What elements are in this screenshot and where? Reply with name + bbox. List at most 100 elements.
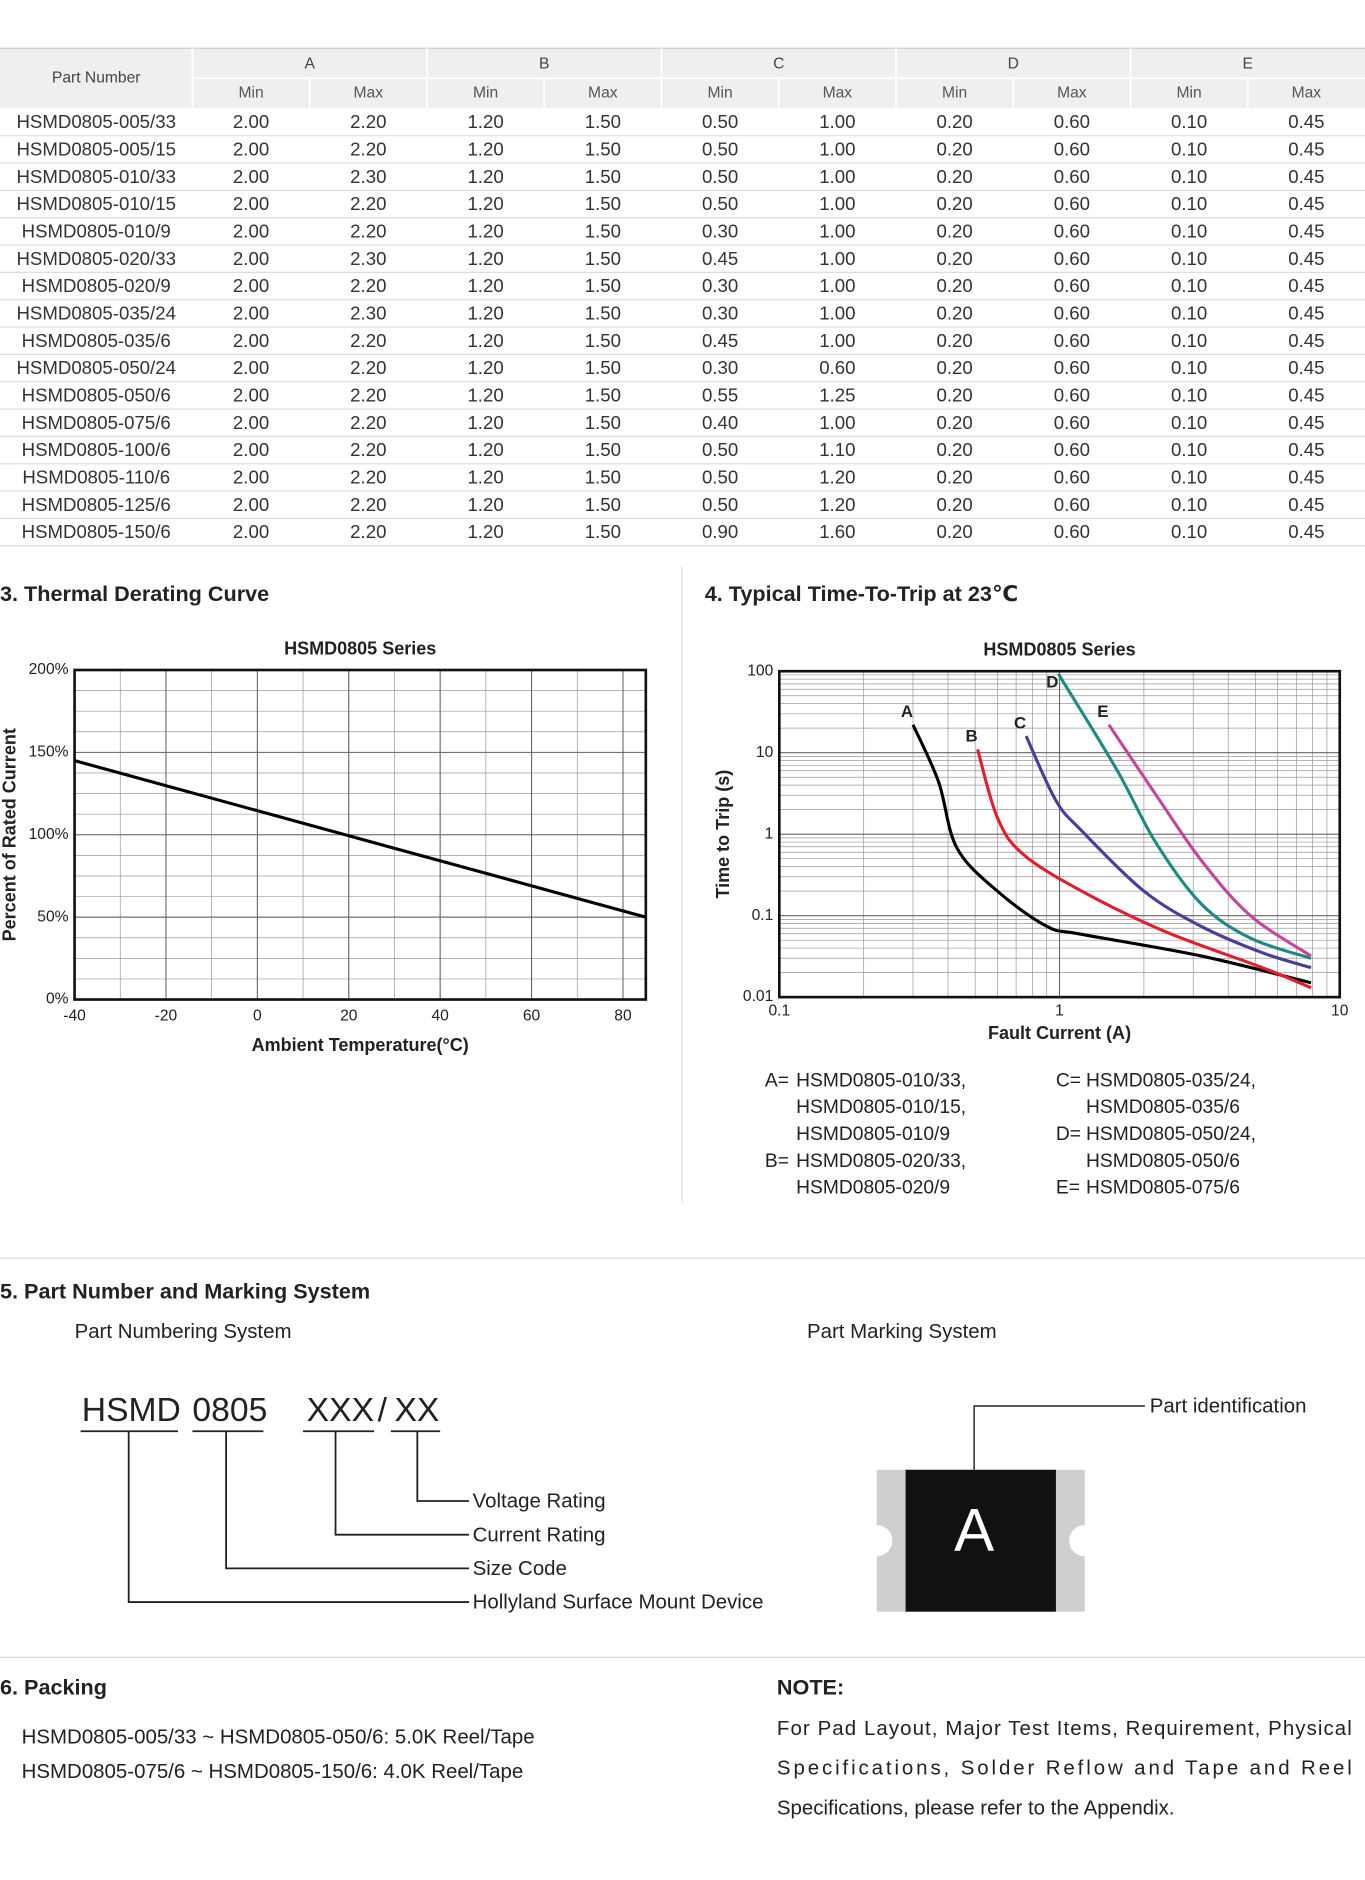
trip-curve	[1107, 723, 1312, 958]
y-axis-label: Time to Trip (s)	[713, 770, 733, 899]
chip-notch	[1069, 1525, 1101, 1557]
part-number: HSMD0805-010/15	[16, 193, 175, 214]
table-cell: 0.45	[702, 248, 738, 269]
table-cell: 0.20	[936, 385, 972, 406]
x-tick-label: 40	[431, 1007, 449, 1024]
table-cell: 1.50	[585, 275, 621, 296]
table-cell: 1.50	[585, 303, 621, 324]
legend-text: HSMD0805-020/33,	[796, 1151, 966, 1172]
table-cell: 1.20	[467, 467, 503, 488]
table-cell: 1.20	[467, 494, 503, 515]
code-label: Hollyland Surface Mount Device	[473, 1591, 764, 1614]
part-number: HSMD0805-110/6	[22, 467, 170, 488]
table-cell: 1.00	[819, 139, 855, 160]
table-cell: 0.50	[702, 193, 738, 214]
chip-notch	[861, 1525, 893, 1557]
legend-text: HSMD0805-035/6	[1086, 1097, 1240, 1118]
table-cell: 2.00	[233, 357, 269, 378]
trip-curve	[911, 724, 1312, 985]
table-cell: 0.45	[1288, 193, 1324, 214]
x-tick-label: 0	[253, 1007, 262, 1024]
table-cell: 0.50	[702, 139, 738, 160]
part-number: HSMD0805-150/6	[22, 521, 171, 542]
table-cell: 0.45	[1288, 412, 1324, 433]
table-cell: 2.00	[233, 439, 269, 460]
table-cell: 0.20	[936, 330, 972, 351]
table-cell: 0.60	[1054, 467, 1090, 488]
table-cell: 2.00	[233, 303, 269, 324]
group-header: B	[539, 56, 549, 73]
legend-key: A=	[765, 1070, 789, 1091]
part-number: HSMD0805-010/33	[16, 166, 175, 187]
table-cell: 1.50	[585, 494, 621, 515]
table-cell: 0.10	[1171, 439, 1207, 460]
group-header: D	[1008, 56, 1019, 73]
table-cell: 1.20	[467, 357, 503, 378]
sub-header: Max	[588, 84, 618, 101]
sub-header: Min	[942, 84, 967, 101]
table-cell: 0.10	[1171, 248, 1207, 269]
sub-header: Min	[1177, 84, 1202, 101]
table-cell: 1.50	[585, 521, 621, 542]
y-tick-label: 100	[747, 662, 773, 679]
part-number: HSMD0805-050/6	[22, 385, 171, 406]
group-header: A	[304, 56, 315, 73]
table-cell: 0.60	[1054, 139, 1090, 160]
part-number: HSMD0805-010/9	[22, 221, 171, 242]
table-cell: 1.20	[467, 221, 503, 242]
table-cell: 2.00	[233, 221, 269, 242]
table-cell: 0.20	[936, 412, 972, 433]
table-cell: 0.10	[1171, 467, 1207, 488]
sub-header: Max	[1057, 84, 1087, 101]
curve-label: E	[1097, 702, 1108, 721]
table-cell: 2.30	[350, 166, 386, 187]
sub-header: Max	[1292, 84, 1322, 101]
table-cell: 0.10	[1171, 303, 1207, 324]
legend-text: HSMD0805-035/24,	[1086, 1070, 1256, 1091]
note-title: NOTE:	[777, 1674, 844, 1699]
table-cell: 0.20	[936, 166, 972, 187]
connector	[334, 1431, 470, 1536]
table-cell: 0.30	[702, 357, 738, 378]
subheading: Part Marking System	[807, 1320, 997, 1343]
part-number: HSMD0805-035/24	[16, 303, 175, 324]
table-cell: 2.00	[233, 412, 269, 433]
table-cell: 0.10	[1171, 275, 1207, 296]
table-cell: 0.10	[1171, 221, 1207, 242]
derating-line	[74, 759, 647, 919]
table-cell: 2.20	[350, 467, 386, 488]
table-cell: 0.60	[1054, 521, 1090, 542]
table-cell: 2.20	[350, 357, 386, 378]
table-cell: 0.60	[1054, 303, 1090, 324]
table-cell: 2.20	[350, 330, 386, 351]
table-cell: 0.60	[1054, 412, 1090, 433]
y-tick-label: 1	[765, 825, 774, 842]
table-cell: 2.30	[350, 303, 386, 324]
table-cell: 0.90	[702, 521, 738, 542]
y-tick-label: 10	[756, 744, 774, 761]
note-line: Specifications, please refer to the Appe…	[777, 1796, 1175, 1819]
section-heading: 3. Thermal Derating Curve	[0, 581, 269, 606]
part-number: HSMD0805-020/33	[16, 248, 175, 269]
table-cell: 2.00	[233, 521, 269, 542]
legend-key: B=	[765, 1151, 789, 1172]
table-cell: 0.45	[1288, 275, 1324, 296]
table-cell: 2.20	[350, 275, 386, 296]
table-cell: 0.10	[1171, 193, 1207, 214]
table-cell: 2.20	[350, 139, 386, 160]
table-cell: 0.45	[702, 330, 738, 351]
chip-marking: A	[954, 1497, 994, 1564]
table-cell: 0.60	[1054, 221, 1090, 242]
table-cell: 2.20	[350, 193, 386, 214]
table-cell: 1.00	[819, 330, 855, 351]
table-cell: 2.20	[350, 385, 386, 406]
leader-line	[973, 1405, 1145, 1470]
part-number: HSMD0805-005/15	[16, 139, 175, 160]
curve-label: D	[1046, 673, 1058, 692]
y-tick-label: 50%	[37, 908, 68, 925]
legend-text: HSMD0805-050/6	[1086, 1151, 1240, 1172]
table-header: Part Number	[52, 69, 141, 86]
table-cell: 1.20	[467, 111, 503, 132]
table-cell: 1.50	[585, 385, 621, 406]
table-cell: 1.50	[585, 330, 621, 351]
